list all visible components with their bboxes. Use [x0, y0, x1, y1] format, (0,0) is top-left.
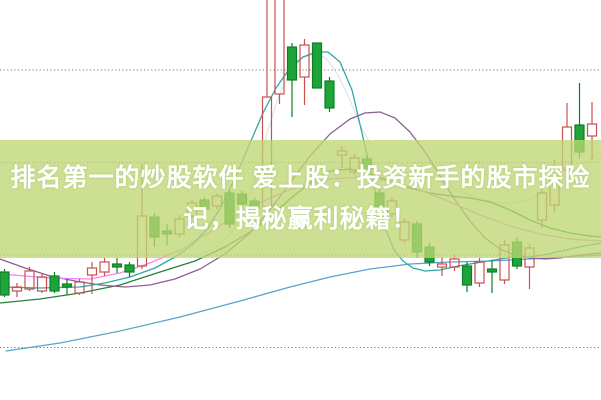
promo-banner-overlay: 排名第一的炒股软件 爱上股：投资新手的股市探险 记，揭秘赢利秘籍！: [0, 140, 601, 258]
ma-lightblue: [5, 254, 601, 352]
banner-text-line-1: 排名第一的炒股软件 爱上股：投资新手的股市探险: [10, 164, 591, 192]
banner-text-line-2: 记，揭秘赢利秘籍！: [183, 205, 418, 233]
